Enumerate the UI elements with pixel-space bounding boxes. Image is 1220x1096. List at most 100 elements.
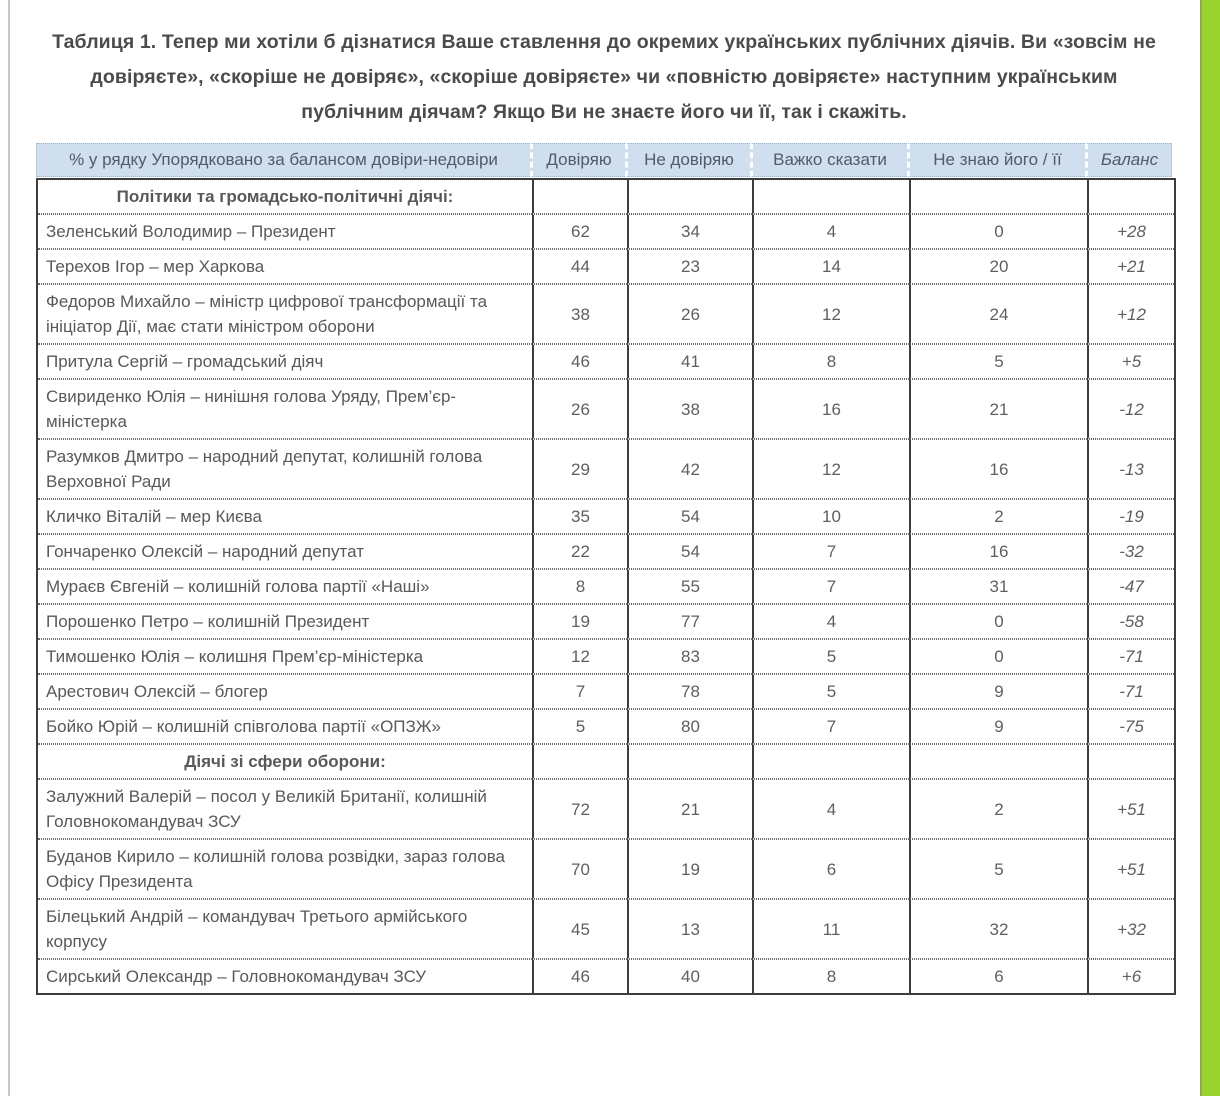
person-name-cell: Буданов Кирило – колишній голова розвідк… bbox=[38, 839, 532, 899]
balance-value-cell: +6 bbox=[1087, 959, 1174, 993]
column-header-row-label: % у рядку Упорядковано за балансом довір… bbox=[36, 143, 530, 177]
distrust-value-cell: 80 bbox=[627, 709, 752, 744]
table-row: Разумков Дмитро – народний депутат, коли… bbox=[38, 439, 1174, 499]
distrust-value-cell: 83 bbox=[627, 639, 752, 674]
dont-know-value-cell: 9 bbox=[909, 709, 1087, 744]
hard-to-say-value-cell: 11 bbox=[752, 899, 909, 959]
table-title: Таблиця 1. Тепер ми хотіли б дізнатися В… bbox=[52, 31, 1156, 123]
balance-value-cell: -58 bbox=[1087, 604, 1174, 639]
section-row: Діячі зі сфери оборони: bbox=[38, 744, 1174, 779]
dont-know-value-cell: 16 bbox=[909, 439, 1087, 499]
dont-know-value-cell: 0 bbox=[909, 639, 1087, 674]
person-name-cell: Федоров Михайло – міністр цифрової транс… bbox=[38, 284, 532, 344]
empty-cell bbox=[909, 744, 1087, 779]
green-accent-bar bbox=[1200, 0, 1220, 1096]
distrust-value-cell: 54 bbox=[627, 534, 752, 569]
trust-value-cell: 19 bbox=[532, 604, 627, 639]
distrust-value-cell: 40 bbox=[627, 959, 752, 993]
dont-know-value-cell: 0 bbox=[909, 214, 1087, 249]
person-name-cell: Білецький Андрій – командувач Третього а… bbox=[38, 899, 532, 959]
person-name-cell: Арестович Олексій – блогер bbox=[38, 674, 532, 709]
distrust-value-cell: 19 bbox=[627, 839, 752, 899]
trust-value-cell: 8 bbox=[532, 569, 627, 604]
distrust-value-cell: 13 bbox=[627, 899, 752, 959]
section-label: Діячі зі сфери оборони: bbox=[38, 744, 532, 779]
hard-to-say-value-cell: 7 bbox=[752, 534, 909, 569]
balance-value-cell: -75 bbox=[1087, 709, 1174, 744]
hard-to-say-value-cell: 8 bbox=[752, 344, 909, 379]
person-name-cell: Залужний Валерій – посол у Великій Брита… bbox=[38, 779, 532, 839]
dont-know-value-cell: 32 bbox=[909, 899, 1087, 959]
empty-cell bbox=[752, 744, 909, 779]
column-header-distrust: Не довіряю bbox=[625, 143, 750, 177]
table-row: Притула Сергій – громадський діяч 46 41 … bbox=[38, 344, 1174, 379]
balance-value-cell: +28 bbox=[1087, 214, 1174, 249]
hard-to-say-value-cell: 4 bbox=[752, 604, 909, 639]
hard-to-say-value-cell: 6 bbox=[752, 839, 909, 899]
balance-value-cell: +32 bbox=[1087, 899, 1174, 959]
hard-to-say-value-cell: 8 bbox=[752, 959, 909, 993]
person-name-cell: Притула Сергій – громадський діяч bbox=[38, 344, 532, 379]
distrust-value-cell: 21 bbox=[627, 779, 752, 839]
distrust-value-cell: 38 bbox=[627, 379, 752, 439]
dont-know-value-cell: 21 bbox=[909, 379, 1087, 439]
balance-value-cell: +12 bbox=[1087, 284, 1174, 344]
person-name-cell: Свириденко Юлія – нинішня голова Уряду, … bbox=[38, 379, 532, 439]
hard-to-say-value-cell: 16 bbox=[752, 379, 909, 439]
empty-cell bbox=[909, 180, 1087, 214]
trust-value-cell: 46 bbox=[532, 344, 627, 379]
balance-value-cell: +21 bbox=[1087, 249, 1174, 284]
distrust-value-cell: 26 bbox=[627, 284, 752, 344]
balance-value-cell: -71 bbox=[1087, 639, 1174, 674]
trust-value-cell: 45 bbox=[532, 899, 627, 959]
trust-value-cell: 7 bbox=[532, 674, 627, 709]
dont-know-value-cell: 2 bbox=[909, 779, 1087, 839]
trust-value-cell: 38 bbox=[532, 284, 627, 344]
trust-value-cell: 26 bbox=[532, 379, 627, 439]
trust-value-cell: 12 bbox=[532, 639, 627, 674]
balance-value-cell: -19 bbox=[1087, 499, 1174, 534]
distrust-value-cell: 55 bbox=[627, 569, 752, 604]
table-row: Бойко Юрій – колишній співголова партії … bbox=[38, 709, 1174, 744]
section-row: Політики та громадсько-політичні діячі: bbox=[38, 180, 1174, 214]
table-row: Буданов Кирило – колишній голова розвідк… bbox=[38, 839, 1174, 899]
hard-to-say-value-cell: 4 bbox=[752, 214, 909, 249]
table-row: Кличко Віталій – мер Києва 35 54 10 2 -1… bbox=[38, 499, 1174, 534]
trust-value-cell: 5 bbox=[532, 709, 627, 744]
dont-know-value-cell: 20 bbox=[909, 249, 1087, 284]
empty-cell bbox=[752, 180, 909, 214]
trust-value-cell: 35 bbox=[532, 499, 627, 534]
hard-to-say-value-cell: 7 bbox=[752, 569, 909, 604]
section-label: Політики та громадсько-політичні діячі: bbox=[38, 180, 532, 214]
dont-know-value-cell: 5 bbox=[909, 839, 1087, 899]
person-name-cell: Разумков Дмитро – народний депутат, коли… bbox=[38, 439, 532, 499]
dont-know-value-cell: 5 bbox=[909, 344, 1087, 379]
hard-to-say-value-cell: 14 bbox=[752, 249, 909, 284]
table-row: Порошенко Петро – колишній Президент 19 … bbox=[38, 604, 1174, 639]
distrust-value-cell: 41 bbox=[627, 344, 752, 379]
trust-value-cell: 70 bbox=[532, 839, 627, 899]
trust-value-cell: 62 bbox=[532, 214, 627, 249]
table-row: Мураєв Євгеній – колишній голова партії … bbox=[38, 569, 1174, 604]
trust-value-cell: 46 bbox=[532, 959, 627, 993]
person-name-cell: Порошенко Петро – колишній Президент bbox=[38, 604, 532, 639]
trust-table-header: % у рядку Упорядковано за балансом довір… bbox=[36, 143, 1172, 177]
content-area: Таблиця 1. Тепер ми хотіли б дізнатися В… bbox=[36, 0, 1176, 995]
trust-table-body: Політики та громадсько-політичні діячі: … bbox=[36, 178, 1176, 995]
distrust-value-cell: 54 bbox=[627, 499, 752, 534]
person-name-cell: Бойко Юрій – колишній співголова партії … bbox=[38, 709, 532, 744]
trust-value-cell: 29 bbox=[532, 439, 627, 499]
trust-value-cell: 22 bbox=[532, 534, 627, 569]
dont-know-value-cell: 6 bbox=[909, 959, 1087, 993]
column-header-trust: Довіряю bbox=[530, 143, 625, 177]
trust-value-cell: 72 bbox=[532, 779, 627, 839]
balance-value-cell: -32 bbox=[1087, 534, 1174, 569]
distrust-value-cell: 77 bbox=[627, 604, 752, 639]
balance-value-cell: +5 bbox=[1087, 344, 1174, 379]
balance-value-cell: -71 bbox=[1087, 674, 1174, 709]
table-row: Залужний Валерій – посол у Великій Брита… bbox=[38, 779, 1174, 839]
person-name-cell: Терехов Ігор – мер Харкова bbox=[38, 249, 532, 284]
distrust-value-cell: 23 bbox=[627, 249, 752, 284]
hard-to-say-value-cell: 7 bbox=[752, 709, 909, 744]
table-row: Зеленський Володимир – Президент 62 34 4… bbox=[38, 214, 1174, 249]
